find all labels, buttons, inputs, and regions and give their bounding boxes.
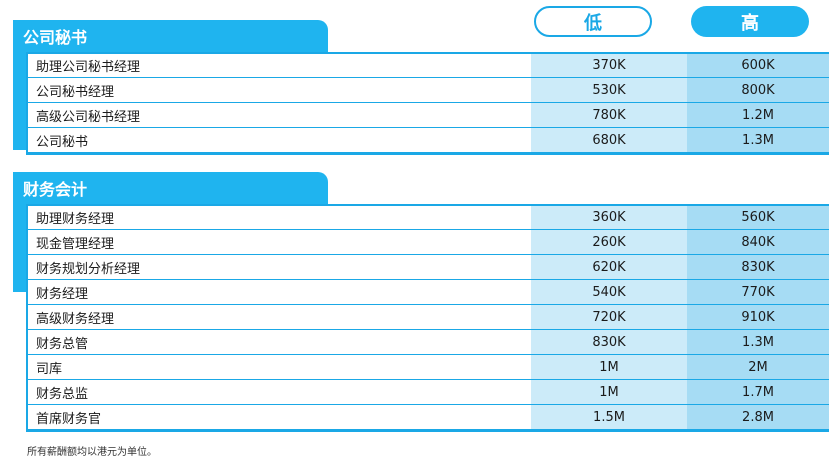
low-salary: 360K xyxy=(531,206,687,229)
table-row: 司库 1M 2M xyxy=(28,354,829,379)
column-header-high: 高 xyxy=(691,6,809,37)
high-salary: 800K xyxy=(687,78,829,102)
low-salary: 260K xyxy=(531,230,687,254)
low-salary: 680K xyxy=(531,128,687,152)
low-salary: 830K xyxy=(531,330,687,354)
low-salary: 530K xyxy=(531,78,687,102)
high-salary: 1.3M xyxy=(687,128,829,152)
role-label: 高级财务经理 xyxy=(28,305,531,329)
low-salary: 780K xyxy=(531,103,687,127)
table-row: 高级公司秘书经理 780K 1.2M xyxy=(28,102,829,127)
role-label: 财务总管 xyxy=(28,330,531,354)
high-salary: 2M xyxy=(687,355,829,379)
high-salary: 770K xyxy=(687,280,829,304)
high-salary: 910K xyxy=(687,305,829,329)
role-label: 司库 xyxy=(28,355,531,379)
role-label: 财务规划分析经理 xyxy=(28,255,531,279)
high-salary: 600K xyxy=(687,54,829,77)
section-title: 公司秘书 xyxy=(13,20,328,52)
role-label: 现金管理经理 xyxy=(28,230,531,254)
high-salary: 830K xyxy=(687,255,829,279)
high-salary: 1.7M xyxy=(687,380,829,404)
tab-accent-strip xyxy=(13,204,28,292)
low-salary: 540K xyxy=(531,280,687,304)
role-label: 高级公司秘书经理 xyxy=(28,103,531,127)
footnote: 所有薪酬额均以港元为单位。 xyxy=(27,447,157,458)
table-row: 公司秘书 680K 1.3M xyxy=(28,127,829,152)
salary-table: 助理财务经理 360K 560K 现金管理经理 260K 840K 财务规划分析… xyxy=(26,204,829,432)
role-label: 财务总监 xyxy=(28,380,531,404)
table-row: 财务总管 830K 1.3M xyxy=(28,329,829,354)
high-salary: 1.3M xyxy=(687,330,829,354)
high-salary: 840K xyxy=(687,230,829,254)
table-row: 高级财务经理 720K 910K xyxy=(28,304,829,329)
role-label: 公司秘书 xyxy=(28,128,531,152)
low-salary: 370K xyxy=(531,54,687,77)
table-row: 公司秘书经理 530K 800K xyxy=(28,77,829,102)
table-row: 现金管理经理 260K 840K xyxy=(28,229,829,254)
table-row: 财务总监 1M 1.7M xyxy=(28,379,829,404)
salary-table: 助理公司秘书经理 370K 600K 公司秘书经理 530K 800K 高级公司… xyxy=(26,52,829,155)
table-row: 财务经理 540K 770K xyxy=(28,279,829,304)
low-salary: 720K xyxy=(531,305,687,329)
table-row: 助理公司秘书经理 370K 600K xyxy=(28,52,829,77)
tab-accent-strip xyxy=(13,52,28,150)
low-salary: 1.5M xyxy=(531,405,687,429)
table-row: 助理财务经理 360K 560K xyxy=(28,204,829,229)
high-salary: 2.8M xyxy=(687,405,829,429)
high-salary: 1.2M xyxy=(687,103,829,127)
role-label: 首席财务官 xyxy=(28,405,531,429)
section-title: 财务会计 xyxy=(13,172,328,204)
low-salary: 1M xyxy=(531,380,687,404)
table-row: 首席财务官 1.5M 2.8M xyxy=(28,404,829,429)
low-salary: 1M xyxy=(531,355,687,379)
role-label: 助理财务经理 xyxy=(28,206,531,229)
table-row: 财务规划分析经理 620K 830K xyxy=(28,254,829,279)
section-company-secretary: 公司秘书 助理公司秘书经理 370K 600K 公司秘书经理 530K 800K… xyxy=(13,20,829,155)
section-finance-accounting: 财务会计 助理财务经理 360K 560K 现金管理经理 260K 840K 财… xyxy=(13,172,829,440)
low-salary: 620K xyxy=(531,255,687,279)
role-label: 助理公司秘书经理 xyxy=(28,54,531,77)
column-header-low: 低 xyxy=(534,6,652,37)
high-salary: 560K xyxy=(687,206,829,229)
role-label: 财务经理 xyxy=(28,280,531,304)
role-label: 公司秘书经理 xyxy=(28,78,531,102)
